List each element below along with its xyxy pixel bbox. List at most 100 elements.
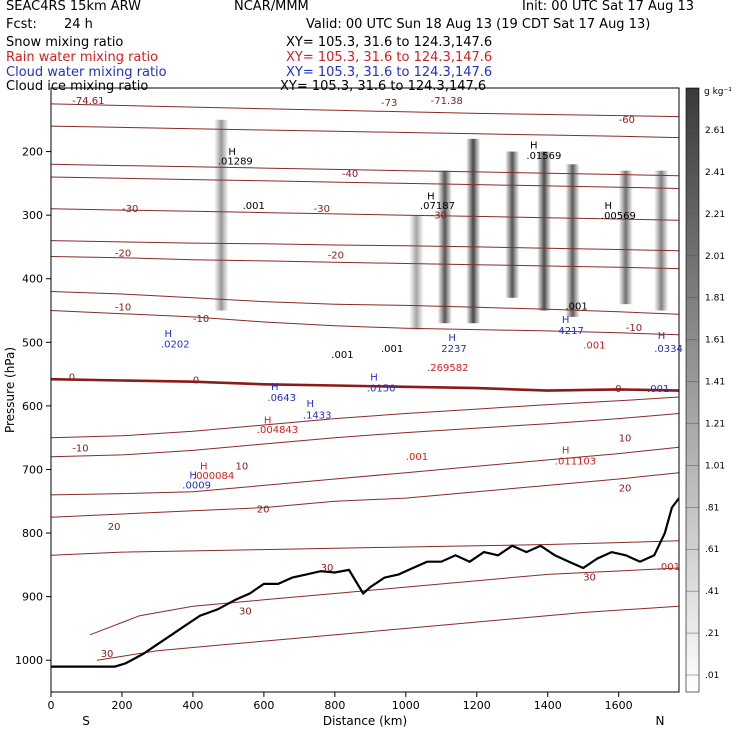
contour-label: .001 (243, 201, 265, 212)
temperature-contour (51, 472, 679, 518)
contour-label: H (200, 462, 208, 473)
contour-label: .001 (647, 384, 669, 395)
contour-label: .269582 (427, 363, 468, 374)
contour-label: H (165, 329, 173, 340)
x-tick-label: 800 (324, 699, 345, 712)
x-tick-label: 1000 (392, 699, 420, 712)
ice-shading-column (409, 215, 424, 330)
contour-label: H (307, 399, 315, 410)
contour-label: H (448, 333, 456, 344)
y-tick-label: 200 (22, 146, 43, 159)
ice-shading-column (466, 138, 481, 324)
end-label-south: S (82, 714, 90, 728)
contour-label: 20 (108, 522, 121, 533)
x-tick-label: 1400 (534, 699, 562, 712)
contour-label: 2237 (441, 344, 466, 355)
contour-label: H (562, 446, 570, 457)
x-tick-label: 1200 (463, 699, 491, 712)
ice-shading-column (505, 151, 520, 298)
colorbar-label: 1.81 (705, 294, 725, 304)
forecast-label: Fcst: (6, 17, 37, 32)
contour-label: .011103 (555, 456, 596, 467)
temperature-contour (51, 256, 679, 270)
temperature-contour (51, 396, 679, 439)
contour-label: -10 (193, 314, 209, 325)
colorbar-label: 2.41 (705, 168, 725, 178)
contour-label: -30 (314, 204, 330, 215)
contour-label: 10 (236, 462, 249, 473)
contour-label: .1433 (303, 411, 332, 422)
colorbar-label: 2.01 (705, 252, 725, 262)
contour-label: .0334 (654, 344, 683, 355)
colorbar-ramp (685, 87, 700, 693)
contour-label: 4217 (558, 326, 583, 337)
terrain-layer (51, 497, 679, 668)
ice-shading-column (618, 170, 633, 305)
colorbar-label: 1.01 (705, 461, 725, 471)
contour-label: -74.61 (72, 96, 104, 107)
contour-label: -73 (381, 98, 397, 109)
temperature-contour (89, 567, 679, 636)
valid-time: Valid: 00 UTC Sun 18 Aug 13 (19 CDT Sat … (306, 17, 651, 32)
temperature-contour (51, 208, 679, 221)
temperature-contour (51, 413, 679, 458)
field-xy-snow: XY= 105.3, 31.6 to 124.3,147.6 (286, 35, 493, 50)
ice-shading-column (537, 151, 552, 311)
contour-label: H (189, 470, 197, 481)
y-tick-label: 800 (22, 527, 43, 540)
field-xy-cloud-ice: XY= 105.3, 31.6 to 124.3,147.6 (280, 79, 487, 94)
model-title: SEAC4RS 15km ARW (6, 0, 142, 14)
contour-label: H (370, 373, 378, 384)
y-tick-label: 900 (22, 591, 43, 604)
contour-label: .0009 (182, 481, 211, 492)
y-tick-label: 500 (22, 336, 43, 349)
x-tick-label: 200 (111, 699, 132, 712)
ice-shading-column (437, 170, 452, 324)
contour-label: 20 (257, 505, 270, 516)
temperature-contour (97, 605, 679, 661)
y-tick-label: 700 (22, 463, 43, 476)
field-name-rain: Rain water mixing ratio (6, 50, 159, 65)
contour-label: -30 (122, 204, 138, 215)
contour-label: .001 (331, 350, 353, 361)
contour-label: 30 (101, 649, 114, 660)
temperature-contour (51, 163, 679, 177)
contour-label: .07187 (420, 201, 455, 212)
colorbar-label: .01 (705, 671, 719, 681)
contour-label: 0 (615, 384, 621, 395)
forecast-value: 24 h (64, 17, 93, 32)
colorbar-label: 2.61 (705, 126, 725, 136)
contour-label: .001 (406, 452, 428, 463)
contour-label: -20 (328, 250, 344, 261)
contour-label: .0150 (367, 383, 396, 394)
plot-frame (50, 87, 680, 693)
y-axis-label: Pressure (hPa) (3, 347, 17, 433)
colorbar-label: .61 (705, 545, 719, 555)
field-xy-rain: XY= 105.3, 31.6 to 124.3,147.6 (286, 50, 493, 65)
field-name-snow: Snow mixing ratio (6, 35, 124, 50)
contour-label: .001 (583, 341, 605, 352)
contour-label: H (562, 315, 570, 326)
contour-label: 20 (619, 484, 632, 495)
contour-label: -71.38 (431, 96, 463, 107)
contour-label: H (228, 147, 236, 158)
ice-shading-column (654, 170, 669, 311)
colorbar-unit: g kg⁻¹ (704, 87, 732, 97)
contour-label: .001 (566, 301, 588, 312)
contour-label: -10 (626, 323, 642, 334)
contour-label: 30 (321, 563, 334, 574)
temperature-contour (51, 103, 679, 118)
colorbar: g kg⁻¹ 2.61 2.41 2.21 2.01 1.81 1.61 1.41 1.21 1… (685, 87, 732, 693)
y-tick-label: 400 (22, 273, 43, 286)
contour-label: H (427, 191, 435, 202)
field-name-cloud-ice: Cloud ice mixing ratio (6, 79, 149, 94)
contour-label: H (530, 140, 538, 151)
contour-label: .000084 (193, 471, 234, 482)
colorbar-label: 2.21 (705, 210, 725, 220)
end-label-north: N (656, 714, 665, 728)
y-tick-label: 300 (22, 209, 43, 222)
colorbar-label: .41 (705, 587, 719, 597)
contour-label: .001 (658, 562, 680, 573)
colorbar-label: .21 (705, 629, 719, 639)
